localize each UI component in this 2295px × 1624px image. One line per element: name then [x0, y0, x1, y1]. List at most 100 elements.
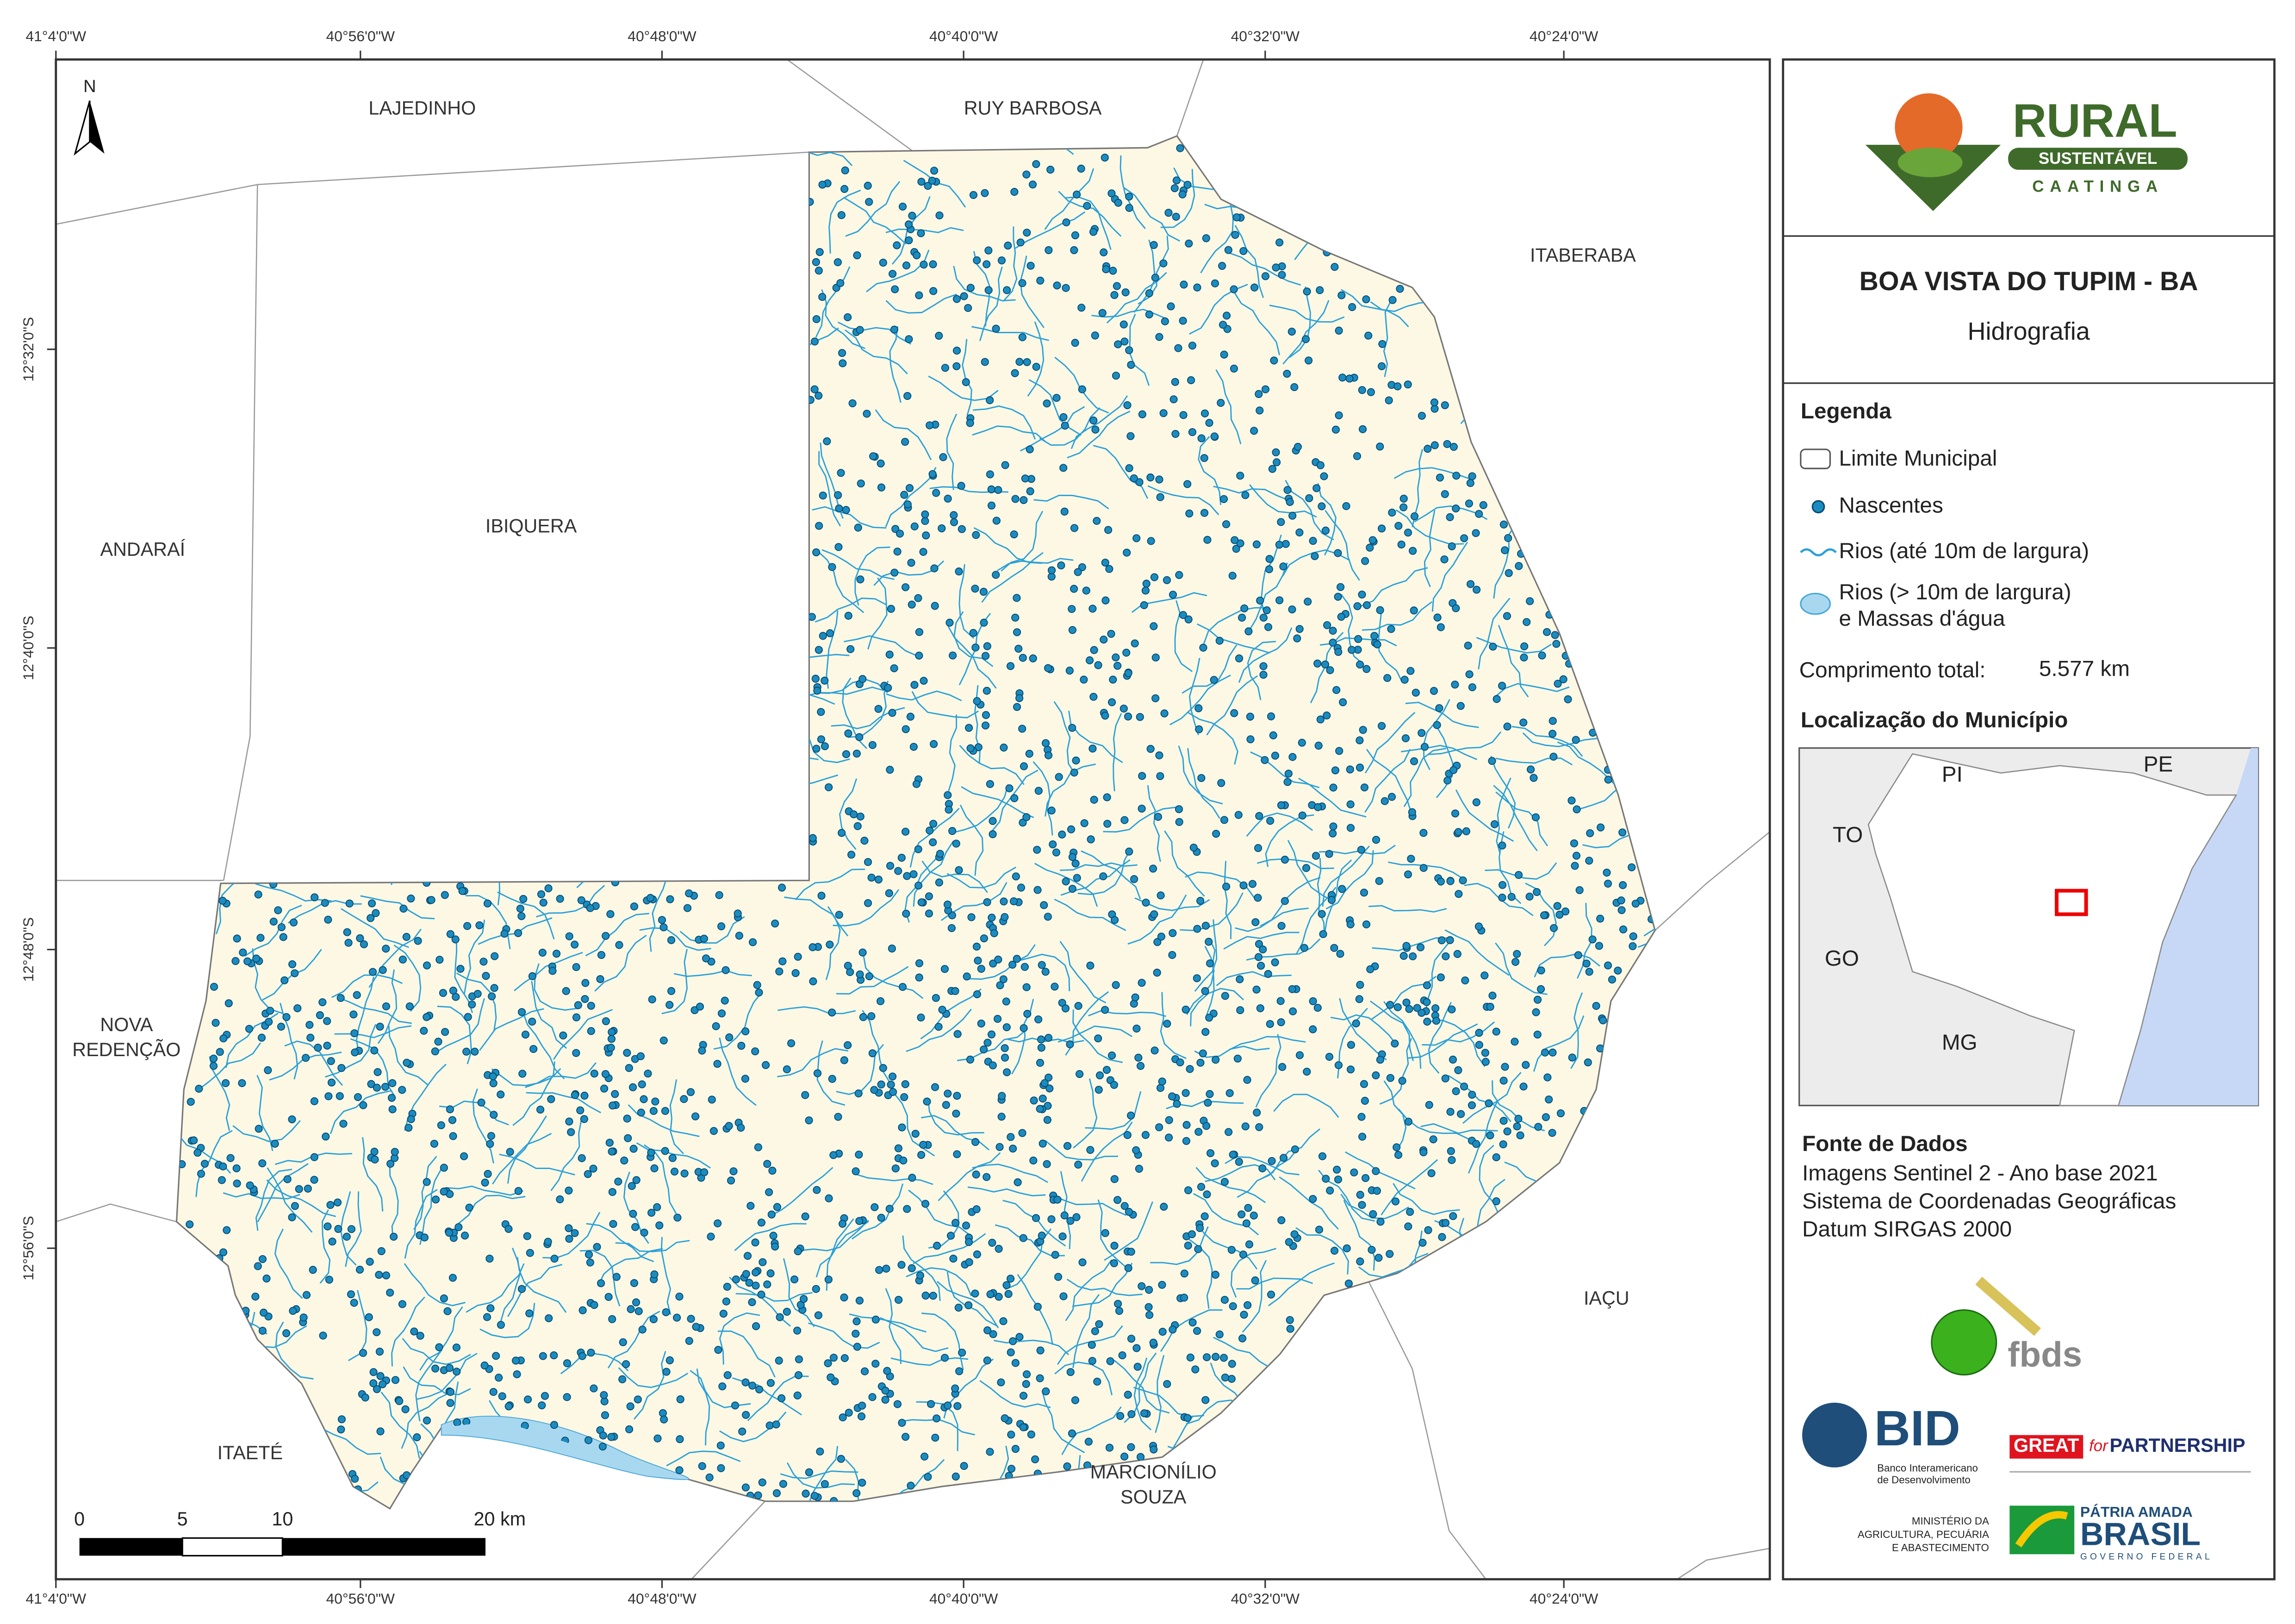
spring — [1592, 1002, 1600, 1010]
spring — [1377, 362, 1386, 370]
spring — [659, 923, 668, 932]
spring — [1159, 409, 1168, 417]
spring — [825, 1194, 833, 1202]
river — [1194, 1045, 1270, 1058]
spring — [222, 1079, 230, 1087]
spring — [1513, 1122, 1521, 1131]
river — [913, 1233, 986, 1264]
spring — [1232, 213, 1241, 222]
spring — [405, 1002, 414, 1011]
spring — [1038, 961, 1046, 969]
location-title: Localização do Município — [1801, 708, 2068, 733]
spring — [1095, 1086, 1103, 1094]
spring — [929, 838, 937, 846]
river — [921, 1313, 964, 1370]
spring — [1182, 1137, 1191, 1145]
inset-state: GO — [1825, 946, 1859, 971]
municipality-label: LAJEDINHO — [368, 98, 476, 119]
spring — [833, 258, 842, 267]
spring — [945, 805, 953, 814]
river — [1246, 812, 1313, 837]
spring — [1210, 432, 1219, 441]
river — [1057, 1325, 1123, 1365]
spring — [1319, 930, 1327, 938]
spring — [1335, 326, 1343, 335]
spring — [1078, 385, 1086, 393]
spring — [773, 1203, 781, 1211]
spring — [1034, 1015, 1043, 1024]
spring — [1393, 1143, 1401, 1151]
river — [615, 1240, 690, 1252]
inset-state: PE — [2144, 752, 2173, 777]
spring — [1200, 409, 1209, 417]
spring — [628, 1083, 637, 1091]
spring — [1430, 687, 1438, 695]
spring — [310, 1097, 318, 1106]
river — [389, 1162, 399, 1240]
spring — [1573, 805, 1581, 814]
spring — [1432, 1016, 1441, 1025]
spring — [1062, 284, 1070, 292]
spring — [915, 973, 923, 982]
spring — [986, 1448, 994, 1456]
spring — [964, 304, 972, 312]
spring — [1222, 520, 1231, 529]
great-for: for — [2089, 1437, 2108, 1455]
river — [867, 577, 888, 650]
spring — [1449, 1055, 1457, 1064]
spring — [1215, 1330, 1224, 1338]
spring — [187, 1098, 195, 1106]
spring — [550, 1421, 559, 1429]
spring — [980, 618, 988, 627]
spring — [856, 575, 865, 584]
spring — [309, 1266, 317, 1274]
river — [1368, 905, 1447, 913]
spring — [1498, 841, 1506, 850]
spring — [581, 979, 590, 987]
spring — [1272, 263, 1280, 272]
spring — [1169, 395, 1178, 404]
spring — [941, 364, 949, 372]
spring — [1179, 611, 1188, 619]
latitude-label: 12°56'0"S — [20, 1216, 37, 1281]
spring — [1236, 1006, 1244, 1014]
spring — [1318, 910, 1326, 918]
spring — [935, 331, 943, 340]
spring — [1123, 401, 1132, 410]
spring — [904, 220, 913, 229]
spring — [1015, 358, 1024, 366]
river — [1534, 953, 1600, 977]
spring — [1151, 274, 1159, 282]
spring — [1053, 281, 1061, 290]
spring — [1468, 1090, 1476, 1099]
spring — [1359, 726, 1367, 734]
river — [1070, 395, 1128, 449]
spring — [1013, 594, 1021, 602]
longitude-label: 41°4'0"W — [25, 1590, 86, 1607]
spring — [398, 955, 407, 964]
spring — [283, 1175, 292, 1183]
river — [1511, 726, 1583, 757]
spring — [721, 966, 730, 974]
spring — [1007, 1133, 1015, 1141]
spring — [563, 1359, 572, 1368]
spring — [1172, 212, 1180, 221]
border — [56, 1203, 177, 1223]
river — [1065, 1259, 1113, 1321]
spring — [1314, 741, 1323, 750]
spring — [1230, 285, 1238, 293]
spring — [1300, 944, 1308, 952]
spring — [842, 750, 851, 759]
scale-bar: 0 5 10 20 km — [74, 1508, 526, 1556]
spring — [960, 292, 968, 300]
river — [319, 1209, 331, 1284]
spring — [1115, 1307, 1124, 1315]
spring — [853, 251, 861, 260]
river — [368, 928, 422, 988]
spring — [649, 1315, 658, 1324]
spring — [1022, 170, 1031, 179]
neighbor-borders — [56, 59, 1770, 1580]
spring — [1038, 1232, 1046, 1240]
spring — [794, 1247, 802, 1256]
river — [1422, 1021, 1495, 1046]
